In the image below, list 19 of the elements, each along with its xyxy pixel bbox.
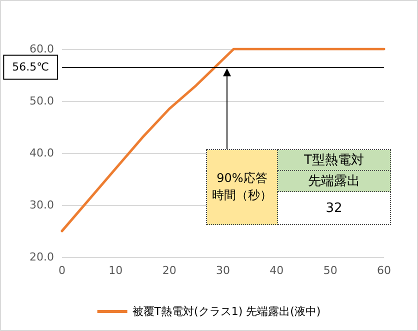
annotation: 90%応答時間（秒） (206, 150, 278, 224)
x-tick-label: 10 (108, 264, 123, 277)
x-tick-label: 20 (162, 264, 176, 277)
line-series (60, 48, 386, 232)
annotation: T型熱電対 (278, 150, 390, 170)
y-tick-label: 60.0 (30, 42, 54, 56)
x-tick-label: 60 (377, 264, 391, 277)
legend-label: 被覆T熱電対(クラス1) 先端露出(液中) (132, 305, 321, 318)
x-tick-label: 30 (216, 264, 230, 277)
x-tick-label: 0 (58, 264, 66, 277)
y-tick-label: 50.0 (30, 94, 54, 108)
y-tick-label: 20.0 (30, 250, 54, 264)
y-tick-label: 40.0 (30, 146, 54, 160)
x-tick-label: 40 (270, 264, 284, 277)
annotation: 32 (278, 192, 390, 224)
x-tick-label: 50 (323, 264, 338, 277)
y-tick-label: 30.0 (30, 198, 54, 212)
ref-line-label: 56.5℃ (12, 60, 49, 74)
annotation: 先端露出 (278, 170, 390, 192)
